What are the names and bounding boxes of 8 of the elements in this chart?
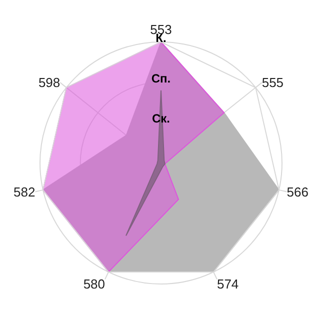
spoke-label: 580 xyxy=(83,276,106,292)
y-tick-label: Ск. xyxy=(152,112,170,126)
spoke-label: 598 xyxy=(38,75,60,90)
y-tick-label: Сп. xyxy=(151,71,171,86)
spoke-label: 574 xyxy=(216,276,239,292)
spoke-label: 582 xyxy=(14,184,36,200)
spoke-label: 566 xyxy=(286,184,308,200)
spoke-label: 555 xyxy=(262,75,284,90)
